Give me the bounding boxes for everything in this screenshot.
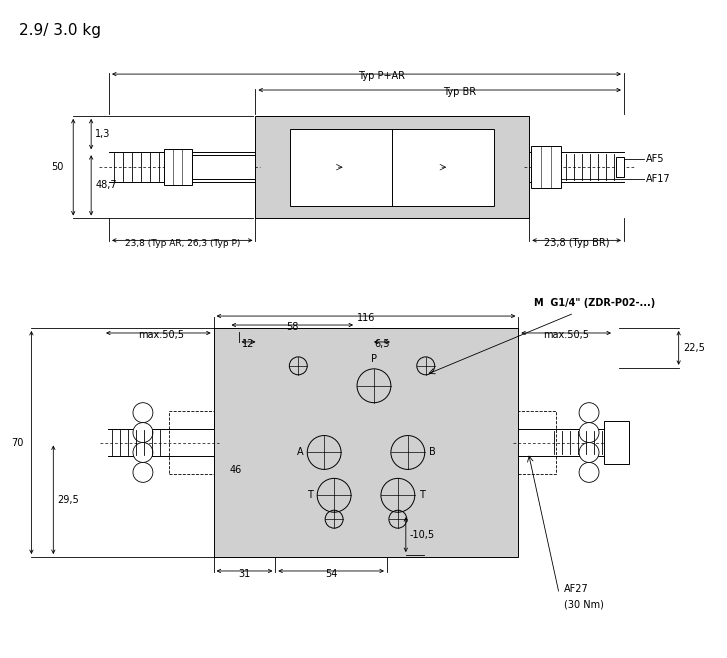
- Bar: [290, 129, 494, 205]
- Text: 22,5: 22,5: [683, 343, 705, 353]
- Bar: [604, 420, 629, 465]
- Text: Typ P+AR: Typ P+AR: [358, 71, 405, 81]
- Text: 48,7: 48,7: [95, 180, 117, 190]
- Text: -10,5: -10,5: [410, 530, 435, 540]
- Text: 2.9/ 3.0 kg: 2.9/ 3.0 kg: [20, 23, 102, 38]
- Text: A: A: [297, 447, 303, 457]
- Text: AF17: AF17: [646, 174, 670, 184]
- Bar: [616, 157, 624, 177]
- Text: 12: 12: [242, 339, 254, 349]
- Text: AF5: AF5: [646, 154, 664, 164]
- Bar: [255, 116, 529, 218]
- Circle shape: [133, 422, 153, 443]
- Text: P: P: [371, 354, 377, 364]
- Text: 31: 31: [238, 569, 251, 579]
- Text: AF27: AF27: [564, 584, 589, 594]
- Bar: [531, 146, 561, 188]
- Text: max.50,5: max.50,5: [138, 330, 184, 340]
- Text: max.50,5: max.50,5: [543, 330, 589, 340]
- Text: M  G1/4" (ZDR-P02-...): M G1/4" (ZDR-P02-...): [534, 298, 656, 308]
- Text: 6,5: 6,5: [374, 339, 390, 349]
- Bar: [164, 149, 192, 185]
- Text: 46: 46: [230, 465, 241, 475]
- Circle shape: [579, 403, 599, 422]
- Circle shape: [579, 443, 599, 463]
- Bar: [169, 411, 214, 474]
- Text: 23,8 (Typ AR, 26,3 (Typ P): 23,8 (Typ AR, 26,3 (Typ P): [124, 240, 240, 248]
- Text: 70: 70: [11, 438, 23, 447]
- Text: 54: 54: [325, 569, 337, 579]
- Bar: [214, 328, 518, 557]
- Text: 58: 58: [286, 322, 299, 332]
- Circle shape: [133, 403, 153, 422]
- Circle shape: [133, 463, 153, 482]
- Text: Typ BR: Typ BR: [443, 87, 476, 97]
- Text: B: B: [429, 447, 435, 457]
- Text: 50: 50: [51, 162, 63, 172]
- Circle shape: [579, 422, 599, 443]
- Bar: [192, 155, 255, 179]
- Text: T: T: [419, 490, 425, 500]
- Text: 116: 116: [357, 313, 375, 323]
- Text: (30 Nm): (30 Nm): [564, 600, 604, 610]
- Circle shape: [579, 463, 599, 482]
- Text: T: T: [308, 490, 313, 500]
- Text: 29,5: 29,5: [57, 495, 79, 505]
- Circle shape: [133, 443, 153, 463]
- Text: 1,3: 1,3: [95, 129, 111, 139]
- Text: 23,8 (Typ BR): 23,8 (Typ BR): [544, 238, 609, 248]
- Bar: [518, 411, 556, 474]
